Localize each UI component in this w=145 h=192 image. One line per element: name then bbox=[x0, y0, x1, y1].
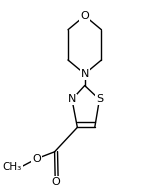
Text: N: N bbox=[68, 94, 76, 104]
Text: S: S bbox=[96, 94, 103, 104]
Text: O: O bbox=[80, 11, 89, 21]
Text: O: O bbox=[32, 154, 41, 164]
Text: N: N bbox=[80, 69, 89, 79]
Text: CH₃: CH₃ bbox=[2, 162, 22, 172]
Text: O: O bbox=[51, 177, 60, 187]
